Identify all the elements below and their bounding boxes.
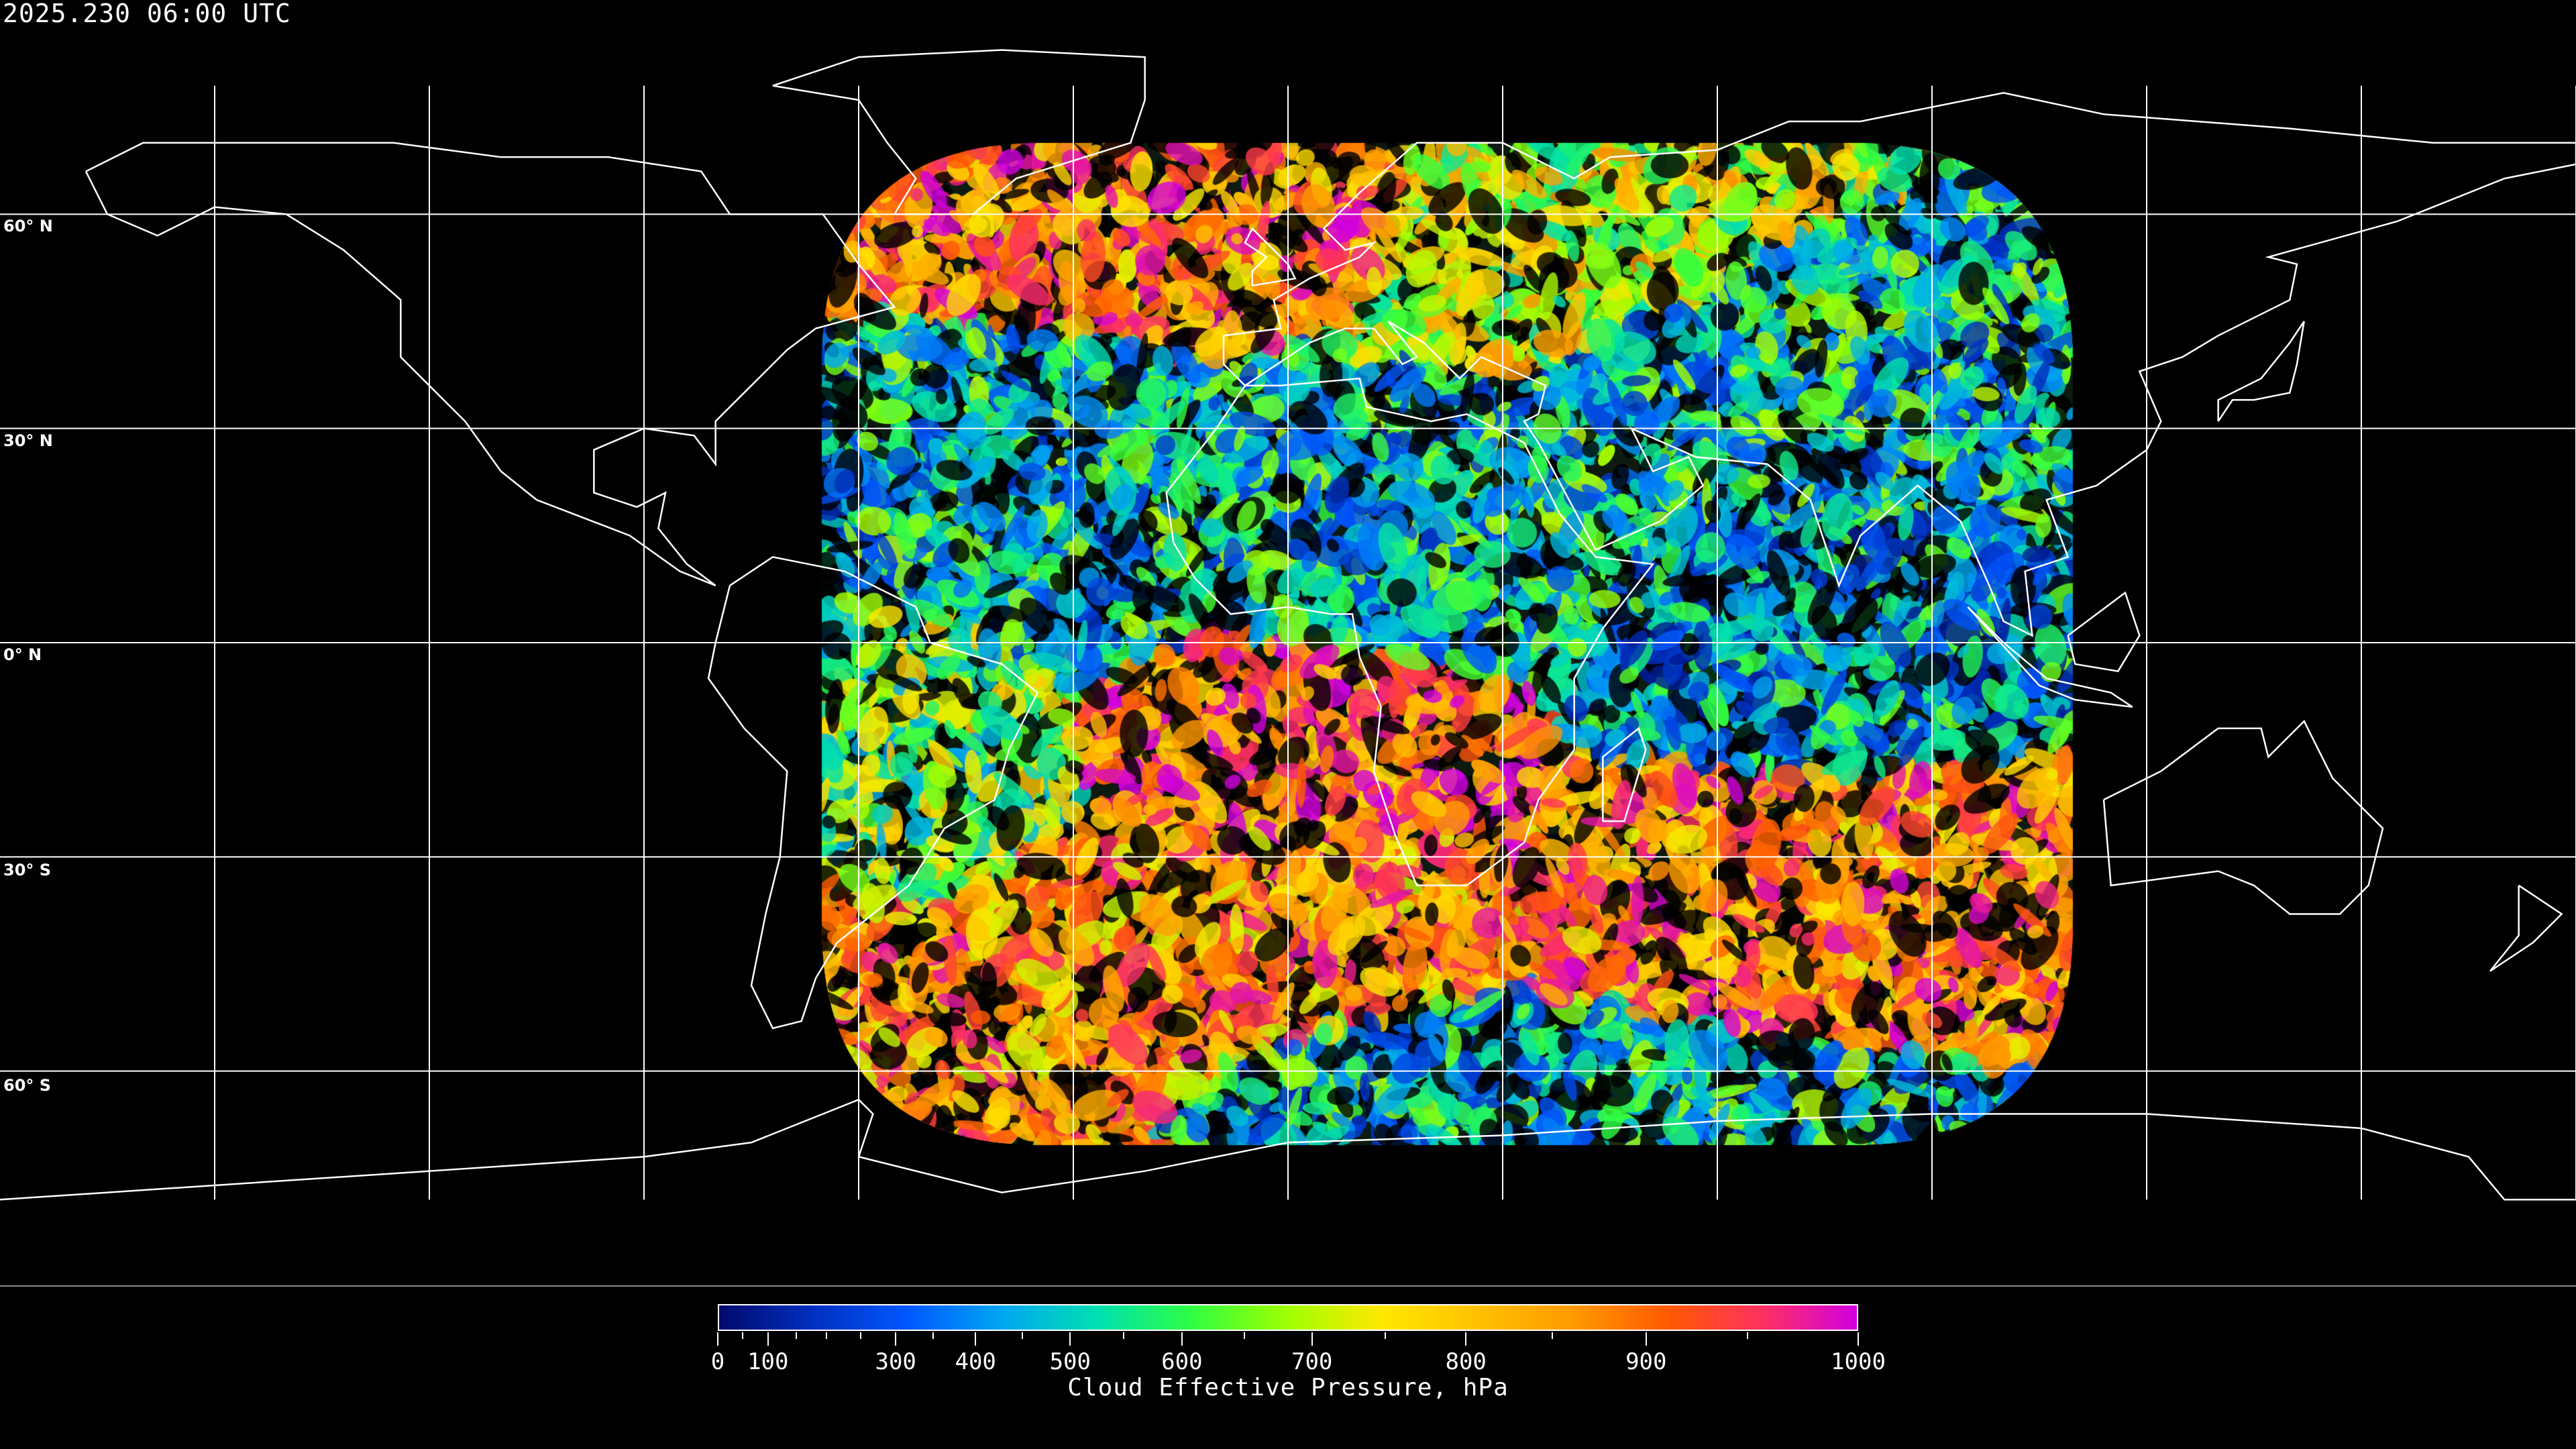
colorbar-tick-label: 700 <box>1291 1348 1333 1375</box>
colorbar-major-tick <box>975 1332 977 1346</box>
lat-label-30n: 30° N <box>3 431 53 450</box>
map-frame-border <box>0 1285 2576 1287</box>
lat-label-60n: 60° N <box>3 217 53 235</box>
colorbar-minor-tick <box>742 1332 744 1339</box>
colorbar-tick-label: 400 <box>955 1348 996 1375</box>
colorbar-minor-tick <box>1244 1332 1246 1339</box>
colorbar-major-tick <box>1645 1332 1647 1346</box>
colorbar-major-tick <box>895 1332 897 1346</box>
colorbar-tick-label: 800 <box>1445 1348 1487 1375</box>
colorbar-minor-tick <box>796 1332 798 1339</box>
colorbar-minor-tick <box>1123 1332 1125 1339</box>
colorbar-tick-label: 0 <box>710 1348 725 1375</box>
colorbar-major-tick <box>767 1332 769 1346</box>
colorbar-title: Cloud Effective Pressure, hPa <box>1067 1374 1509 1401</box>
timestamp-title: 2025.230 06:00 UTC <box>3 0 291 28</box>
coastline-eurasia <box>1222 92 2576 637</box>
colorbar-major-tick <box>1465 1332 1467 1346</box>
colorbar-ticks: 0 100 300 400 500 600 700 800 900 1000 <box>711 1332 1886 1375</box>
lat-label-30s: 30° S <box>3 861 52 879</box>
colorbar <box>718 1304 1858 1331</box>
colorbar-minor-tick <box>1552 1332 1554 1339</box>
colorbar-tick-label: 600 <box>1161 1348 1203 1375</box>
coastline-greenland <box>772 49 1146 215</box>
coastline-madagascar <box>1602 727 1647 822</box>
coastline-japan <box>2217 321 2305 422</box>
lat-label-60s: 60° S <box>3 1076 52 1095</box>
coastline-great-britain <box>1244 227 1297 287</box>
colorbar-tick-label: 100 <box>747 1348 789 1375</box>
colorbar-minor-tick <box>1021 1332 1023 1339</box>
colorbar-major-tick <box>717 1332 718 1346</box>
colorbar-minor-tick <box>932 1332 934 1339</box>
coastline-borneo <box>2067 591 2141 672</box>
coastline-south-america <box>707 555 1039 1030</box>
colorbar-tick-label: 300 <box>875 1348 916 1375</box>
colorbar-major-tick <box>1069 1332 1071 1346</box>
colorbar-tick-label: 1000 <box>1831 1348 1886 1375</box>
coastline-north-america <box>85 142 896 587</box>
colorbar-major-tick <box>1858 1332 1859 1346</box>
colorbar-minor-tick <box>1747 1332 1749 1339</box>
coastline-australia <box>2102 719 2384 915</box>
colorbar-tick-label: 900 <box>1625 1348 1667 1375</box>
colorbar-major-tick <box>1311 1332 1313 1346</box>
coastline-indonesia <box>1967 606 2133 708</box>
colorbar-minor-tick <box>1384 1332 1386 1339</box>
coastline-africa <box>1165 377 1655 887</box>
colorbar-minor-tick <box>859 1332 861 1339</box>
coastline-antarctica <box>0 1098 2576 1201</box>
coastline-new-zealand <box>2489 884 2563 972</box>
map-area <box>0 0 2576 1285</box>
colorbar-minor-tick <box>825 1332 827 1339</box>
lat-label-0n: 0° N <box>3 645 42 664</box>
map-overlay <box>0 49 2576 1201</box>
colorbar-major-tick <box>1181 1332 1183 1346</box>
colorbar-tick-label: 500 <box>1049 1348 1091 1375</box>
